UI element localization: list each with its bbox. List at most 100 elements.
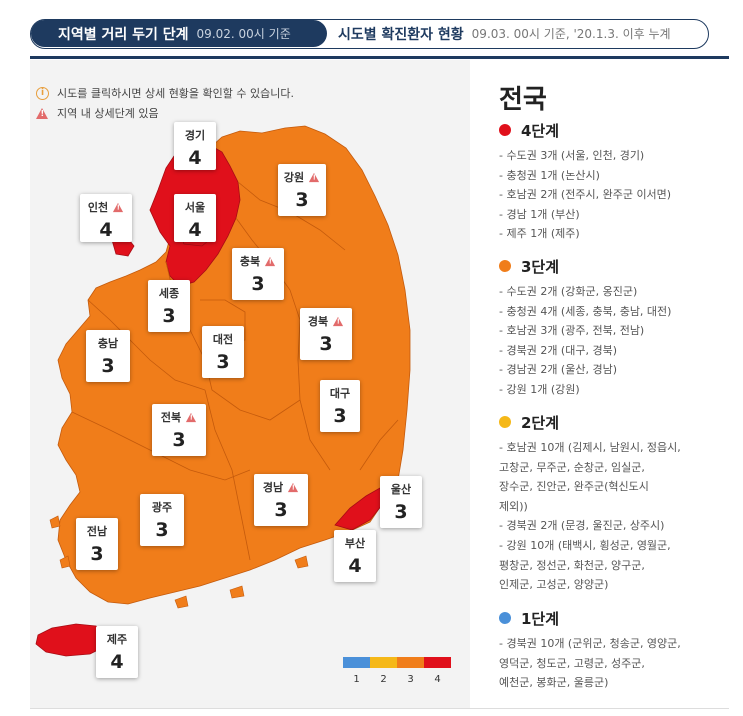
level-item: - 경북권 10개 (군위군, 청송군, 영양군, [499, 637, 681, 650]
side-panel: 전국 4단계 - 수도권 3개 (서울, 인천, 경기) - 충청권 1개 (논… [480, 60, 729, 708]
legend-label: 3 [407, 674, 414, 685]
region-label-sejong[interactable]: 세종 3 [148, 280, 190, 332]
region-name: 충북 [239, 255, 261, 268]
level-block-2: 2단계 - 호남권 10개 (김제시, 남원시, 정읍시, 고창군, 무주군, … [499, 412, 681, 595]
region-name: 경기 [184, 129, 206, 142]
region-label-jeju[interactable]: 제주 4 [96, 626, 138, 678]
region-level: 3 [319, 333, 333, 355]
level-item: 영덕군, 청도군, 고령군, 성주군, [499, 656, 645, 670]
region-level: 3 [162, 305, 176, 327]
region-name: 서울 [184, 201, 206, 214]
warn-hint-text: 지역 내 상세단계 있음 [57, 107, 159, 120]
region-level: 3 [295, 189, 309, 211]
header-divider [30, 56, 729, 59]
level-label: 2단계 [521, 413, 560, 432]
level-item: - 수도권 3개 (서울, 인천, 경기) [499, 149, 645, 162]
tab-distancing-level[interactable]: 지역별 거리 두기 단계 09.02. 00시 기준 [31, 20, 327, 47]
region-label-seoul[interactable]: 서울 4 [174, 194, 216, 242]
legend-swatch-4 [424, 657, 451, 668]
region-label-gyeongbuk[interactable]: 경북 3 [300, 308, 352, 360]
region-name: 광주 [151, 501, 173, 514]
level-item: 인제군, 고성군, 양양군) [499, 578, 609, 592]
region-name: 경북 [307, 315, 329, 328]
southern-islands [49, 515, 309, 609]
level-item: 장수군, 진안군, 완주군(혁신도시 [499, 480, 649, 494]
region-label-busan[interactable]: 부산 4 [334, 530, 376, 582]
region-label-gwangju[interactable]: 광주 3 [140, 494, 184, 546]
region-label-gyeonggi[interactable]: 경기 4 [174, 122, 216, 170]
legend-swatch-2 [370, 657, 397, 668]
warning-icon [186, 412, 197, 422]
region-label-chungbuk[interactable]: 충북 3 [232, 248, 284, 300]
warning-icon [265, 256, 276, 266]
level-item: - 강원 10개 (태백시, 횡성군, 영월군, [499, 538, 671, 552]
warning-icon [36, 107, 48, 119]
region-name: 전북 [160, 411, 182, 424]
legend-swatch-3 [397, 657, 424, 668]
region-name: 울산 [390, 483, 412, 496]
region-label-jeonbuk[interactable]: 전북 3 [152, 404, 206, 456]
region-label-ulsan[interactable]: 울산 3 [380, 476, 422, 528]
region-level: 3 [172, 429, 186, 451]
warn-hint-row: 지역 내 상세단계 있음 [36, 103, 294, 123]
click-hint-text: 시도를 클릭하시면 상세 현황을 확인할 수 있습니다. [57, 87, 294, 100]
region-level: 3 [101, 355, 115, 377]
region-level: 4 [188, 147, 202, 169]
level-block-3: 3단계 - 수도권 2개 (강화군, 옹진군) - 충청권 4개 (세종, 충북… [499, 256, 671, 400]
region-name: 인천 [87, 201, 109, 214]
level-item: 평창군, 정선군, 화천군, 양구군, [499, 558, 645, 572]
tab-label: 시도별 확진환자 현황 [338, 26, 464, 43]
region-label-gangwon[interactable]: 강원 3 [278, 164, 326, 216]
legend-label: 2 [380, 674, 387, 685]
region-label-incheon[interactable]: 인천 4 [80, 194, 132, 242]
warning-icon [333, 316, 344, 326]
level-label: 3단계 [521, 257, 560, 276]
region-level: 3 [251, 273, 265, 295]
region-label-gyeongnam[interactable]: 경남 3 [254, 474, 308, 526]
region-name: 제주 [106, 633, 128, 646]
click-hint-row: i 시도를 클릭하시면 상세 현황을 확인할 수 있습니다. [36, 83, 294, 103]
region-level: 4 [188, 219, 202, 241]
region-label-daegu[interactable]: 대구 3 [320, 380, 360, 432]
info-icon: i [36, 86, 49, 100]
level-item: 고창군, 무주군, 순창군, 임실군, [499, 460, 645, 474]
region-level: 3 [155, 519, 169, 541]
region-name: 대구 [329, 387, 351, 400]
region-name: 세종 [158, 287, 180, 300]
map-legend: 1 2 3 4 [343, 657, 451, 685]
level-item: - 경북권 2개 (문경, 울진군, 상주시) [499, 519, 665, 533]
level-label: 4단계 [521, 121, 560, 140]
level-item: - 경남 1개 (부산) [499, 207, 580, 221]
level-block-4: 4단계 - 수도권 3개 (서울, 인천, 경기) - 충청권 1개 (논산시)… [499, 120, 671, 244]
legend-label: 1 [353, 674, 360, 685]
region-name: 부산 [344, 537, 366, 550]
region-label-chungnam[interactable]: 충남 3 [86, 330, 130, 382]
tab-bar: 지역별 거리 두기 단계 09.02. 00시 기준 시도별 확진환자 현황 0… [30, 19, 709, 49]
legend-swatch-1 [343, 657, 370, 668]
map-notes: i 시도를 클릭하시면 상세 현황을 확인할 수 있습니다. 지역 내 상세단계… [36, 83, 294, 123]
level-item: - 경남권 2개 (울산, 경남) [499, 363, 617, 377]
level-item: 제외)) [499, 499, 528, 513]
region-level: 4 [348, 555, 362, 577]
level-dot-icon [499, 124, 511, 136]
bottom-divider [30, 708, 729, 709]
level-item: - 충청권 4개 (세종, 충북, 충남, 대전) [499, 304, 672, 318]
level-item: - 강원 1개 (강원) [499, 382, 580, 396]
warning-icon [309, 172, 320, 182]
region-name: 전남 [86, 525, 108, 538]
region-level: 3 [274, 499, 288, 521]
level-item: - 호남권 10개 (김제시, 남원시, 정읍시, [499, 441, 681, 454]
level-item: - 제주 1개 (제주) [499, 227, 580, 241]
region-level: 3 [333, 405, 347, 427]
tab-label: 지역별 거리 두기 단계 [58, 26, 189, 43]
level-item: - 호남권 3개 (광주, 전북, 전남) [499, 324, 645, 338]
region-label-daejeon[interactable]: 대전 3 [202, 326, 244, 378]
level-item: - 충청권 1개 (논산시) [499, 168, 600, 182]
level-item: - 수도권 2개 (강화군, 옹진군) [499, 285, 638, 298]
tab-confirmed-cases[interactable]: 시도별 확진환자 현황 09.03. 00시 기준, '20.1.3. 이후 누… [338, 20, 671, 47]
region-level: 3 [394, 501, 408, 523]
region-level: 3 [90, 543, 104, 565]
level-dot-icon [499, 260, 511, 272]
region-label-jeonnam[interactable]: 전남 3 [76, 518, 118, 570]
tab-sub: 09.03. 00시 기준, '20.1.3. 이후 누계 [471, 27, 671, 41]
